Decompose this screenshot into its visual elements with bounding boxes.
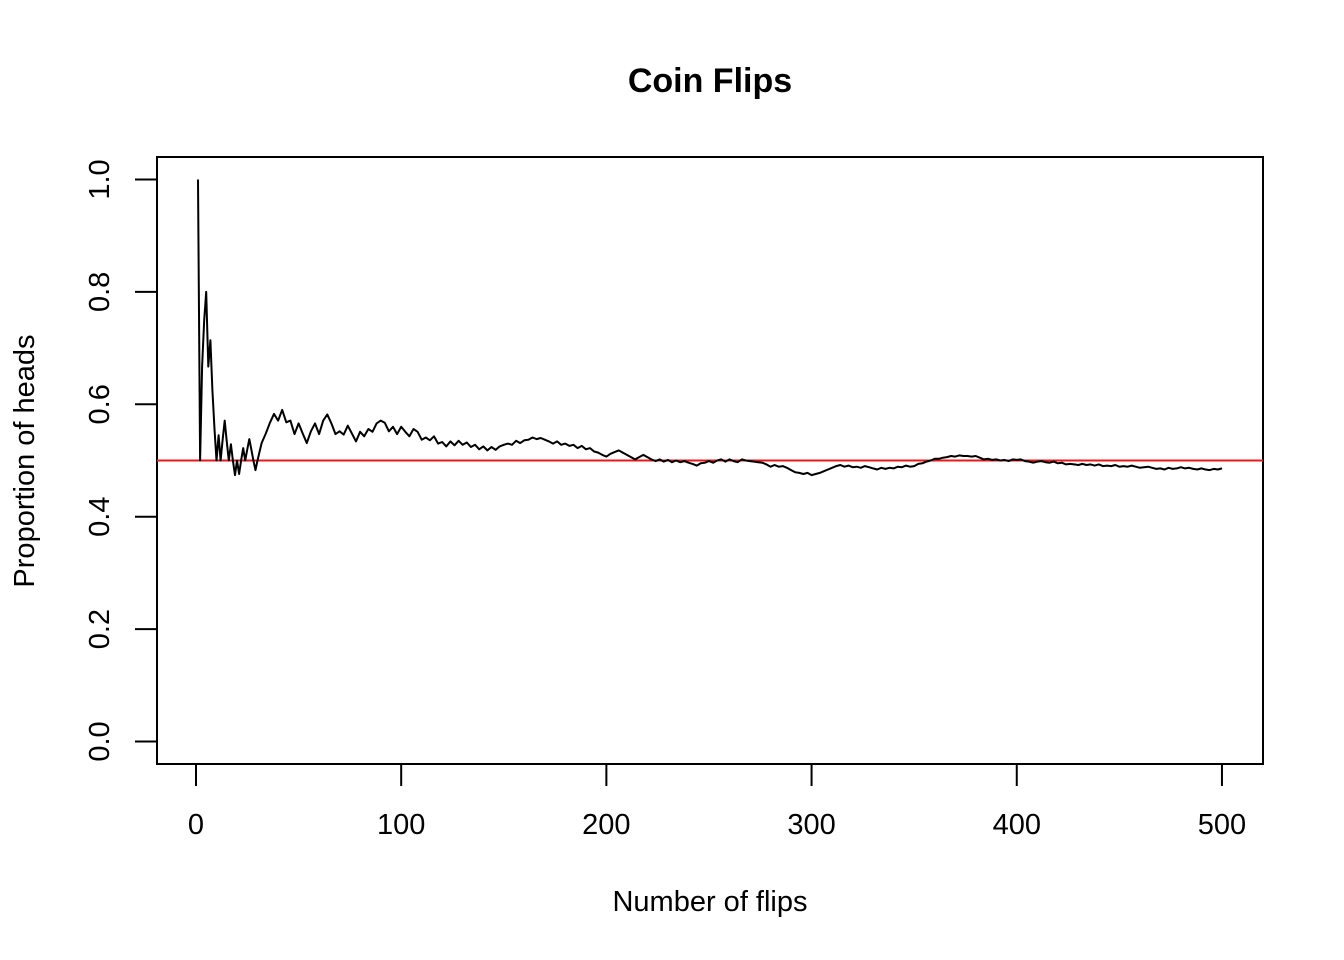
x-axis: 0 100 200 300 400 500: [188, 763, 1246, 841]
y-tick-label: 0.6: [84, 384, 116, 424]
x-tick-label: 0: [188, 809, 204, 841]
x-tick-label: 400: [993, 809, 1041, 841]
y-tick-label: 0.2: [84, 609, 116, 649]
y-axis: 0.0 0.2 0.4 0.6 0.8 1.0: [84, 159, 158, 762]
x-tick-label: 100: [377, 809, 425, 841]
y-tick-label: 0.0: [84, 721, 116, 761]
y-axis-label: Proportion of heads: [9, 334, 41, 587]
x-tick-label: 300: [787, 809, 835, 841]
y-tick-label: 1.0: [84, 159, 116, 199]
y-tick-label: 0.4: [84, 497, 116, 537]
y-tick-label: 0.8: [84, 272, 116, 312]
x-tick-label: 200: [582, 809, 630, 841]
series-line-proportion: [197, 179, 1223, 477]
chart-title: Coin Flips: [628, 62, 792, 100]
x-axis-label: Number of flips: [612, 886, 807, 918]
x-tick-label: 500: [1198, 809, 1246, 841]
